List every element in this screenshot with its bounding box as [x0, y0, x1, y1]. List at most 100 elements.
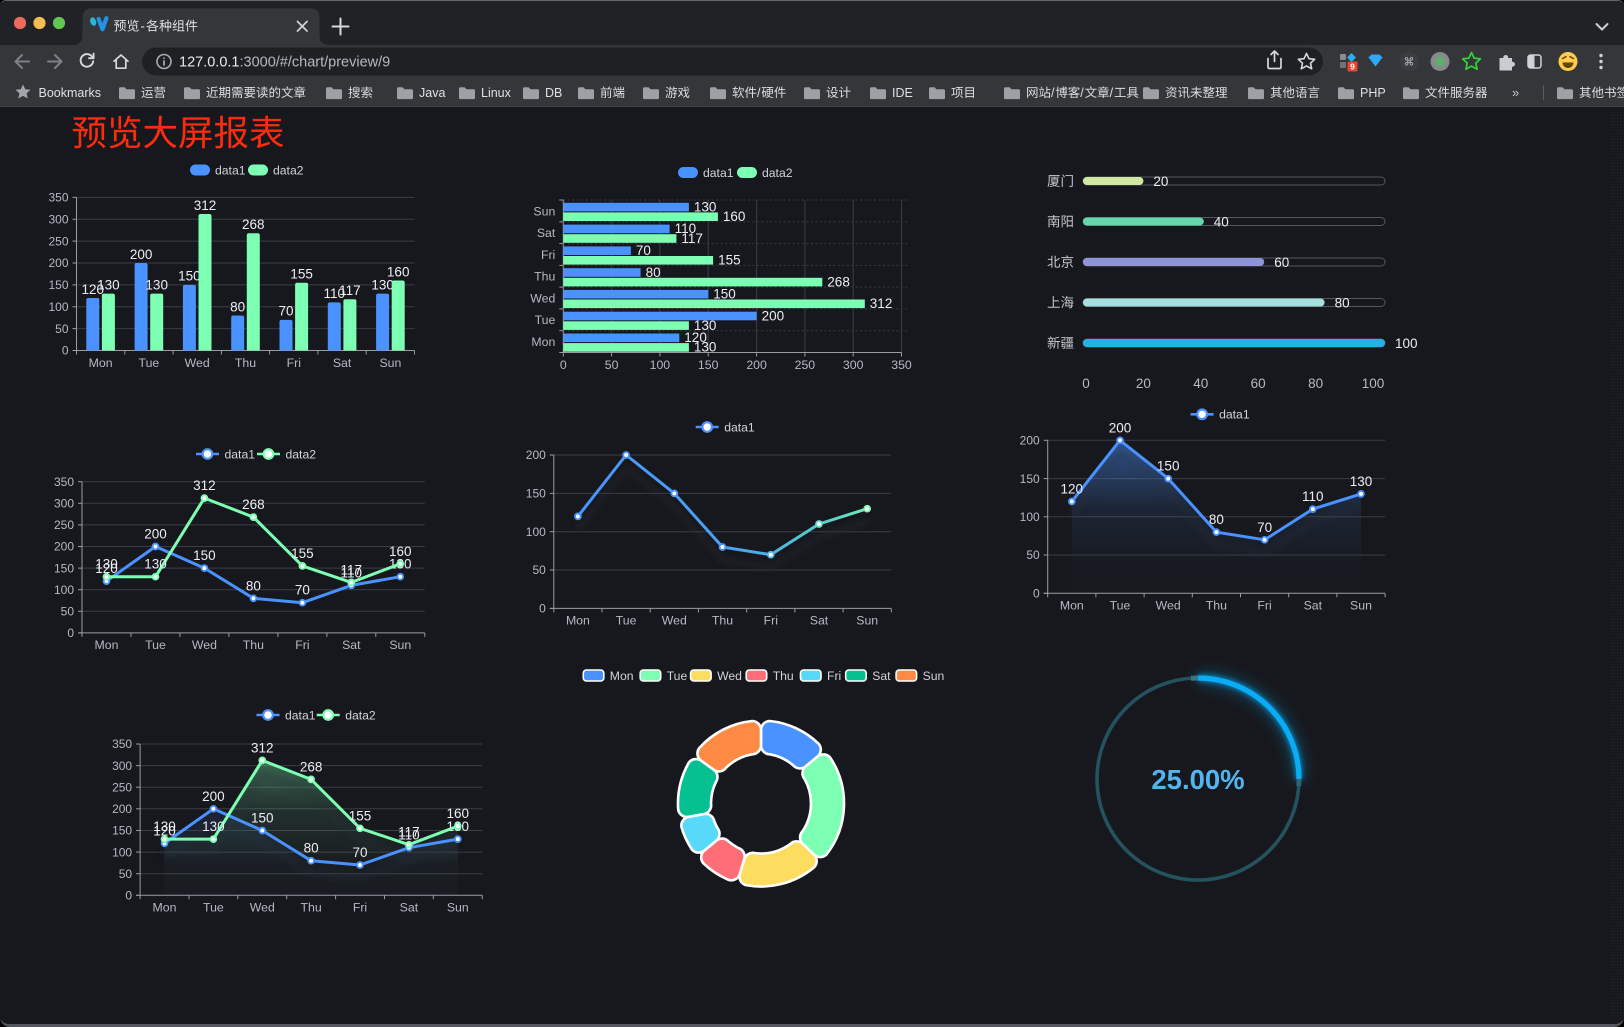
svg-text:50: 50 [119, 867, 133, 881]
svg-text:110: 110 [324, 286, 346, 301]
svg-text:Sun: Sun [856, 614, 878, 628]
svg-text:312: 312 [194, 198, 217, 213]
svg-text:25.00%: 25.00% [1151, 764, 1244, 795]
svg-text:80: 80 [646, 265, 661, 280]
svg-text:Thu: Thu [300, 901, 321, 915]
svg-text:20: 20 [1136, 376, 1151, 391]
svg-text:50: 50 [1026, 548, 1040, 562]
svg-text:Sun: Sun [1350, 599, 1372, 613]
svg-text:130: 130 [145, 277, 168, 292]
svg-text:data2: data2 [273, 163, 304, 177]
svg-text:117: 117 [339, 283, 361, 298]
svg-text:50: 50 [61, 605, 75, 619]
svg-text:155: 155 [349, 808, 372, 823]
svg-text:Wed: Wed [530, 291, 555, 305]
svg-text:Tue: Tue [203, 901, 224, 915]
svg-text:/: / [757, 86, 761, 100]
svg-text:155: 155 [718, 253, 741, 268]
svg-text:Thu: Thu [534, 270, 555, 284]
svg-text:200: 200 [130, 247, 153, 262]
svg-text:350: 350 [48, 191, 68, 205]
svg-text:200: 200 [202, 789, 225, 804]
svg-text:Mon: Mon [95, 638, 119, 652]
svg-text:Tue: Tue [667, 669, 688, 683]
svg-text:Fri: Fri [827, 669, 841, 683]
svg-text:80: 80 [304, 841, 319, 856]
svg-text:250: 250 [48, 234, 68, 248]
svg-text:20: 20 [1153, 174, 1168, 189]
svg-text:100: 100 [48, 300, 68, 314]
svg-text:data1: data1 [285, 708, 316, 722]
svg-text:130: 130 [1350, 474, 1373, 489]
svg-text:70: 70 [278, 304, 293, 319]
svg-text:Tue: Tue [1110, 599, 1131, 613]
svg-text:117: 117 [398, 825, 420, 840]
svg-text:160: 160 [389, 544, 412, 559]
svg-text:130: 130 [97, 277, 120, 292]
svg-text:Sat: Sat [400, 901, 419, 915]
svg-text:40: 40 [1193, 376, 1208, 391]
svg-text:⌘: ⌘ [1404, 57, 1415, 69]
svg-text:150: 150 [698, 358, 719, 372]
svg-text:250: 250 [112, 780, 132, 794]
svg-text:/: / [1051, 86, 1055, 100]
svg-text:Thu: Thu [773, 669, 794, 683]
svg-text:200: 200 [144, 527, 167, 542]
svg-text:150: 150 [48, 278, 68, 292]
svg-text:IDE: IDE [892, 86, 913, 100]
svg-text:70: 70 [636, 243, 651, 258]
svg-text:150: 150 [193, 548, 216, 563]
svg-text:80: 80 [246, 578, 261, 593]
svg-text:160: 160 [723, 209, 746, 224]
svg-text:312: 312 [251, 740, 274, 755]
svg-text:Mon: Mon [89, 356, 113, 370]
svg-text:200: 200 [48, 256, 68, 270]
svg-text:Bookmarks: Bookmarks [39, 86, 102, 100]
svg-text:300: 300 [54, 497, 74, 511]
svg-text:60: 60 [1274, 255, 1289, 270]
svg-text:/: / [1110, 86, 1114, 100]
svg-text:150: 150 [1020, 472, 1040, 486]
svg-text:60: 60 [1251, 376, 1266, 391]
svg-text:40: 40 [1214, 215, 1229, 230]
svg-text:Thu: Thu [712, 614, 733, 628]
svg-text:110: 110 [1302, 489, 1324, 504]
svg-text:200: 200 [112, 802, 132, 816]
svg-text:Sat: Sat [1304, 599, 1323, 613]
svg-text:0: 0 [67, 626, 74, 640]
svg-text:Sat: Sat [872, 669, 891, 683]
svg-text:350: 350 [891, 358, 912, 372]
svg-text:130: 130 [144, 557, 167, 572]
svg-text:200: 200 [54, 540, 74, 554]
svg-text:268: 268 [242, 217, 265, 232]
svg-text:Sun: Sun [447, 901, 469, 915]
svg-text:Mon: Mon [610, 669, 634, 683]
svg-text:PHP: PHP [1360, 86, 1386, 100]
svg-text:data1: data1 [215, 163, 246, 177]
svg-text:Mon: Mon [1060, 599, 1084, 613]
svg-text:300: 300 [843, 358, 864, 372]
svg-text:0: 0 [125, 889, 132, 903]
svg-text:150: 150 [251, 811, 274, 826]
svg-text:Tue: Tue [616, 614, 637, 628]
svg-text:130: 130 [694, 199, 717, 214]
svg-text:Wed: Wed [1156, 599, 1181, 613]
svg-text:100: 100 [54, 583, 74, 597]
svg-text:Fri: Fri [353, 901, 367, 915]
svg-text:268: 268 [242, 497, 265, 512]
svg-text:70: 70 [352, 845, 367, 860]
svg-text:100: 100 [112, 845, 132, 859]
svg-text:80: 80 [230, 299, 245, 314]
svg-text:data1: data1 [703, 166, 734, 180]
svg-text:Sun: Sun [389, 638, 411, 652]
svg-text:»: » [1512, 85, 1519, 100]
svg-text:200: 200 [526, 448, 546, 462]
svg-text:70: 70 [1257, 520, 1272, 535]
svg-text:Java: Java [419, 86, 445, 100]
svg-text:Tue: Tue [145, 638, 166, 652]
svg-text:Wed: Wed [717, 669, 742, 683]
svg-text:100: 100 [650, 358, 671, 372]
svg-text:/: / [1080, 86, 1084, 100]
svg-text:155: 155 [291, 546, 314, 561]
svg-text:0: 0 [560, 358, 567, 372]
